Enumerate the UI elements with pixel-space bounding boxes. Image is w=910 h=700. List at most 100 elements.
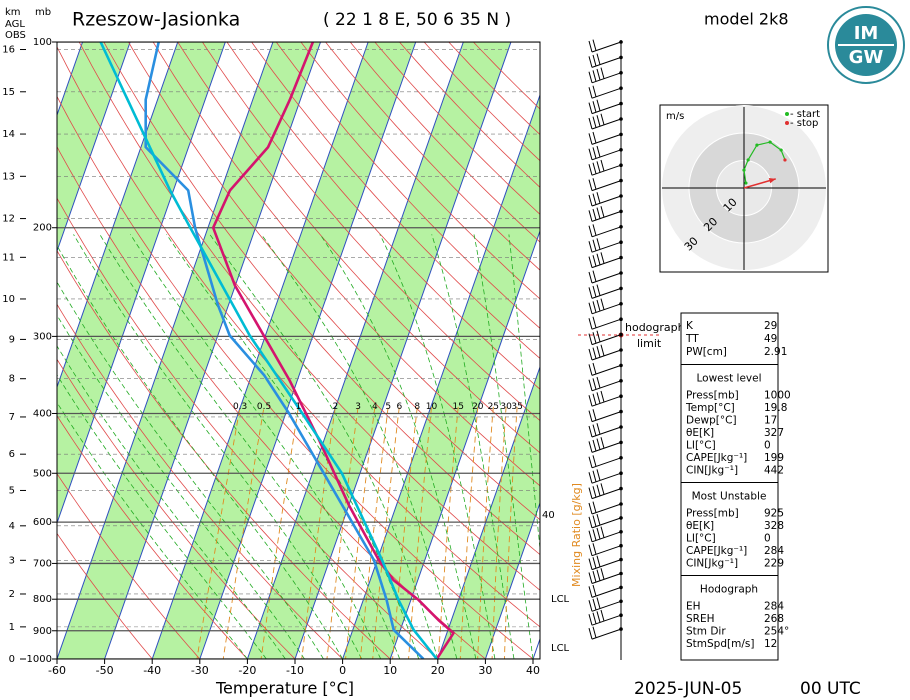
km-label: OBS [5, 30, 26, 41]
mixing-ratio-label: 25 [488, 402, 499, 412]
barb-staff [591, 103, 622, 115]
index-value: 29 [764, 320, 777, 332]
barb-feather [596, 192, 601, 204]
index-label: CIN[Jkg⁻¹] [686, 465, 738, 477]
barb-staff [591, 364, 622, 376]
barb-feather [592, 557, 597, 569]
km-tick-label: 2 [9, 589, 15, 600]
barb-feather [592, 612, 597, 624]
index-value: 2.91 [764, 346, 787, 358]
logo-bottom: GW [849, 47, 884, 68]
barb-staff [591, 531, 622, 543]
barb-feather [588, 256, 593, 268]
barb-feather [592, 409, 597, 421]
dry-adiabat [177, 42, 540, 454]
plot-frame [56, 41, 541, 660]
barb-feather [596, 161, 601, 173]
moist-adiabat [473, 234, 534, 659]
barb-feather [588, 516, 593, 529]
index-value: 229 [764, 558, 784, 570]
hodograph-point [768, 140, 772, 144]
barb-feather [588, 600, 593, 612]
mixing-ratio-label: 1 [296, 402, 302, 412]
mixing-ratio-line [437, 406, 459, 659]
barb-feather [592, 584, 597, 597]
hodograph-limit: hodograph [625, 321, 685, 334]
isotherm-band [247, 42, 511, 659]
barb-feather [592, 529, 597, 541]
barb-staff [591, 488, 622, 500]
barb-staff [591, 517, 622, 529]
barb-feather [592, 101, 597, 113]
barb-staff [591, 559, 622, 571]
index-label: Temp[°C] [685, 402, 735, 414]
barb-feather [596, 611, 601, 623]
mixing-ratio-line [345, 406, 376, 659]
barb-feather [592, 193, 597, 205]
mixing-ratio-line [196, 406, 241, 659]
barb-feather [588, 71, 593, 83]
barb-staff [591, 334, 622, 346]
dry-adiabat [251, 42, 540, 359]
km-tick-label: 11 [2, 252, 15, 263]
y-tick-label: 100 [33, 37, 52, 48]
logo-top: IM [854, 23, 879, 44]
index-label: EH [686, 601, 701, 613]
barb-staff [591, 472, 622, 484]
dry-adiabat [57, 532, 153, 659]
dry-adiabat [349, 42, 540, 243]
index-value: 254° [764, 626, 789, 638]
index-label: SREH [686, 613, 715, 625]
dry-adiabat [57, 46, 540, 628]
index-value: 49 [764, 333, 777, 345]
y-tick-label: 500 [33, 468, 52, 479]
barb-feather [596, 145, 601, 158]
barb-feather [588, 87, 593, 99]
barb-feather [592, 598, 597, 611]
barb-staff [591, 411, 622, 423]
isotherm [104, 42, 322, 659]
mixing-ratio-line [459, 406, 479, 659]
barb-feather [588, 241, 593, 253]
y-tick-label: 200 [33, 223, 52, 234]
barb-feather [596, 555, 601, 567]
barb-feather [588, 179, 593, 191]
section-title: Lowest level [696, 373, 761, 385]
barb-feather [592, 543, 597, 555]
barb-staff [591, 503, 622, 515]
mixing-ratio-label: 2 [333, 402, 339, 412]
barb-feather [596, 527, 601, 540]
index-value: 12 [764, 638, 777, 650]
barb-feather [596, 115, 601, 127]
x-tick-label: 40 [526, 664, 540, 677]
lcl-label: LCL [551, 643, 570, 654]
barb-feather [596, 53, 601, 65]
mixing-ratio-line [326, 406, 359, 659]
barb-feather [596, 376, 601, 389]
profile-line [211, 42, 455, 659]
moist-adiabat [130, 234, 401, 659]
barb-staff [591, 573, 622, 584]
barb-staff [591, 441, 622, 453]
index-value: 199 [764, 452, 784, 464]
barb-staff [591, 257, 622, 269]
index-label: CIN[Jkg⁻¹] [686, 558, 738, 570]
barb-feather [588, 614, 593, 626]
barb-feather [588, 271, 593, 284]
barb-feather [588, 117, 593, 130]
wind-barbs [588, 39, 623, 640]
y-tick-label: 400 [33, 408, 52, 419]
km-tick-label: 13 [2, 171, 15, 182]
barb-feather [588, 456, 593, 468]
barb-feather [596, 299, 601, 312]
x-tick-label: -20 [238, 664, 256, 677]
barb-feather [592, 424, 597, 436]
coordinates: ( 22 1 8 E, 50 6 35 N ) [323, 10, 511, 30]
barb-feather [592, 347, 597, 359]
index-value: 284 [764, 545, 784, 557]
barb-feather [592, 208, 597, 221]
time: 00 UTC [800, 679, 861, 699]
km-tick-label: 9 [9, 334, 15, 345]
y-tick-label: 1000 [27, 654, 52, 665]
isotherm [342, 93, 540, 659]
